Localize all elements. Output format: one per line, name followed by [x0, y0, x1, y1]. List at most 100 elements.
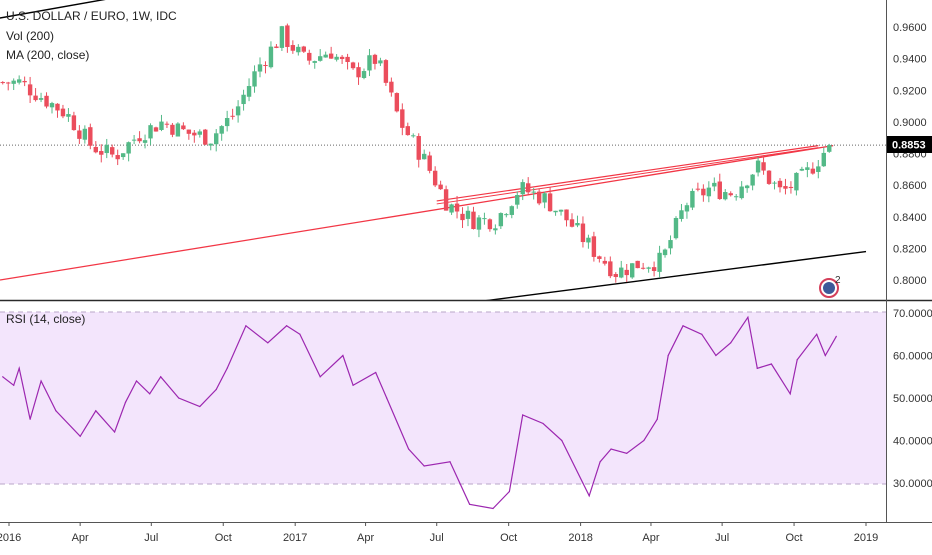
candle [651, 267, 657, 271]
candle [777, 180, 783, 188]
candle [509, 206, 514, 215]
candle [471, 211, 476, 230]
volume-label[interactable]: Vol (200) [6, 29, 54, 43]
candle [788, 186, 794, 189]
candle [432, 170, 438, 186]
candle [810, 168, 816, 174]
candle [219, 126, 224, 134]
candle [465, 210, 471, 219]
time-tick-label: Apr [72, 532, 89, 544]
candle [755, 160, 761, 173]
tradingview-logo-icon[interactable]: 2 [819, 275, 841, 298]
trendline [436, 147, 819, 205]
candle [164, 123, 170, 125]
candle [449, 204, 454, 213]
candle [307, 52, 312, 61]
candle [137, 138, 142, 142]
rsi-point [178, 397, 180, 399]
candle [16, 79, 22, 83]
candle [558, 209, 564, 212]
candle [411, 135, 416, 137]
candle [33, 95, 38, 101]
candle [640, 267, 646, 269]
logo-digit: 2 [835, 275, 841, 286]
rsi-point [824, 354, 826, 357]
candle [438, 184, 443, 190]
candle [553, 210, 558, 213]
price-tick-label: 0.9400 [893, 54, 927, 66]
candle [515, 195, 520, 205]
candle [230, 115, 235, 117]
candle [99, 151, 104, 155]
rsi-tick-label: 70.0000 [893, 308, 932, 320]
time-tick-label: Oct [785, 532, 802, 544]
candle [170, 124, 175, 135]
time-tick-label: Jul [430, 532, 444, 544]
candle [739, 186, 744, 199]
candle [350, 62, 356, 69]
rsi-point [55, 410, 57, 412]
candle [799, 168, 805, 171]
time-tick-label: Oct [500, 532, 517, 544]
rsi-point [319, 376, 321, 378]
rsi-point [226, 367, 228, 369]
price-panel[interactable] [0, 0, 886, 300]
candle [827, 145, 832, 152]
candle [394, 93, 400, 112]
candle [542, 193, 547, 203]
candle [608, 261, 613, 277]
candle [115, 155, 120, 160]
candle [460, 213, 465, 221]
candle [208, 143, 213, 146]
candle [487, 219, 493, 230]
candle [367, 55, 372, 71]
candle [547, 193, 553, 212]
price-tick-label: 0.8400 [893, 212, 927, 224]
price-tick-label: 0.8200 [893, 243, 927, 255]
candle [312, 61, 317, 63]
ma-label[interactable]: MA (200, close) [6, 48, 89, 62]
candle [794, 172, 799, 191]
candle [296, 46, 301, 53]
rsi-tick-label: 40.0000 [893, 436, 932, 448]
candle [285, 25, 290, 47]
rsi-point [789, 393, 791, 395]
symbol-title[interactable]: U.S. DOLLAR / EURO, 1W, IDC [6, 9, 177, 23]
rsi-point [468, 503, 471, 505]
rsi-point [135, 380, 138, 382]
candle [613, 274, 618, 278]
candle [257, 64, 263, 72]
candle [181, 125, 186, 130]
rsi-point [423, 465, 425, 467]
candle [624, 269, 629, 276]
time-tick-label: Apr [357, 532, 374, 544]
price-tick-label: 0.9000 [893, 117, 927, 129]
rsi-point [508, 490, 511, 493]
candle [110, 147, 115, 155]
time-tick-label: 2019 [854, 532, 878, 544]
candle [49, 103, 55, 108]
rsi-label[interactable]: RSI (14, close) [6, 312, 85, 326]
candle [504, 214, 509, 216]
trendline [485, 250, 867, 300]
rsi-point [352, 384, 354, 386]
rsi-point [342, 354, 344, 357]
candle [214, 133, 219, 145]
candle [11, 80, 16, 84]
candle [575, 223, 580, 226]
candle [531, 191, 536, 193]
rsi-point [79, 435, 81, 437]
candle [175, 123, 181, 137]
candle [706, 187, 712, 197]
candle [159, 121, 164, 130]
rsi-point [701, 333, 703, 335]
rsi-point [245, 325, 247, 327]
candle [405, 126, 410, 136]
candle [263, 65, 268, 67]
candle [383, 60, 389, 83]
candle [520, 182, 525, 195]
candle [766, 170, 772, 184]
candle [493, 228, 498, 231]
candle [268, 46, 274, 68]
